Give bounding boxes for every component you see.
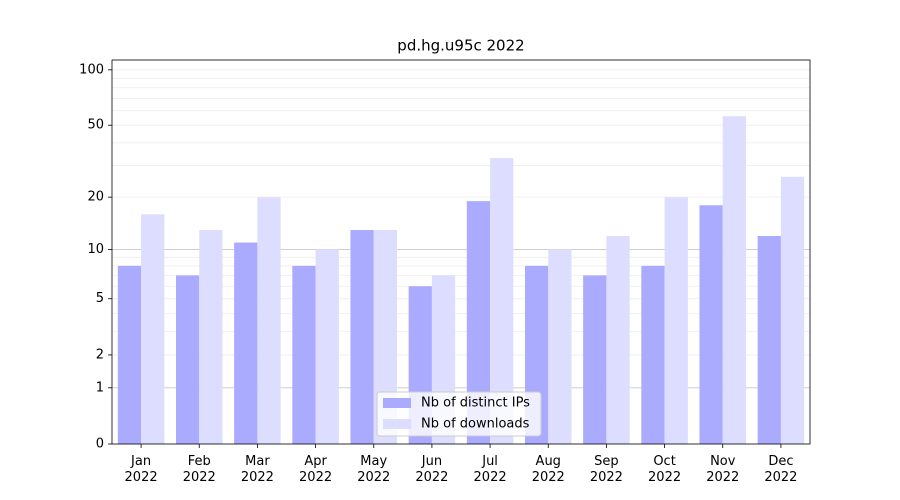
- legend-swatch: [383, 398, 411, 408]
- bar: [583, 275, 607, 444]
- x-tick-label: Feb 2022: [183, 454, 216, 485]
- y-tick-label: 100: [79, 62, 104, 77]
- legend-label: Nb of downloads: [421, 417, 530, 432]
- x-tick-label: Sep 2022: [590, 454, 623, 485]
- legend-swatch: [383, 419, 411, 429]
- bar: [350, 230, 374, 444]
- x-tick-label: Jun 2022: [415, 454, 448, 485]
- plot-frame: [111, 59, 811, 445]
- y-tick-label: 50: [87, 118, 104, 133]
- bar: [315, 249, 339, 444]
- x-tick-label: Aug 2022: [532, 454, 565, 485]
- bar: [292, 265, 316, 444]
- legend-label: Nb of distinct IPs: [421, 396, 530, 411]
- bar: [641, 265, 665, 444]
- x-tick-label: May 2022: [357, 454, 390, 485]
- bar: [117, 265, 142, 444]
- y-tick-label: 5: [96, 291, 104, 306]
- bar: [373, 230, 398, 444]
- bar: [199, 230, 223, 444]
- legend-box: [376, 391, 542, 437]
- x-tick-label: Oct 2022: [648, 454, 681, 485]
- legend: Nb of distinct IPs Nb of downloads: [376, 391, 542, 437]
- x-tick-label: Jan 2022: [125, 454, 158, 485]
- bar: [664, 197, 688, 444]
- chart-title: pd.hg.u95c 2022: [397, 37, 524, 55]
- bar: [141, 214, 165, 444]
- bar: [548, 249, 572, 444]
- y-tick-label: 20: [87, 190, 104, 205]
- bar: [606, 236, 630, 444]
- y-tick-label: 10: [87, 242, 104, 257]
- bar: [722, 116, 747, 445]
- bar: [257, 197, 281, 444]
- y-tick-label: 2: [96, 347, 104, 362]
- bar: [699, 205, 723, 444]
- x-tick-label: Apr 2022: [299, 454, 332, 485]
- bar: [466, 201, 491, 444]
- x-tick-label: Jul 2022: [474, 454, 507, 485]
- bar: [780, 176, 805, 444]
- y-tick-label: 1: [96, 380, 104, 395]
- bar: [234, 242, 258, 444]
- bar: [757, 236, 781, 444]
- y-tick-label: 0: [96, 437, 104, 452]
- bar: [490, 158, 514, 444]
- x-tick-label: Mar 2022: [241, 454, 274, 485]
- x-tick-label: Nov 2022: [706, 454, 739, 485]
- bar: [175, 275, 200, 444]
- x-tick-label: Dec 2022: [764, 454, 797, 485]
